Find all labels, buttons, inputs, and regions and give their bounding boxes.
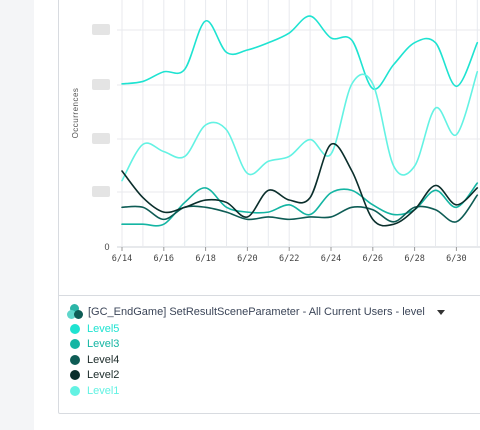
legend-label: Level1 [87, 384, 120, 397]
series-line-level2 [121, 142, 479, 227]
legend-item-level4[interactable]: Level4 [70, 352, 480, 368]
legend-dot [70, 323, 80, 334]
x-tick-label: 6/24 [321, 254, 341, 264]
legend-label: Level5 [87, 322, 120, 335]
legend-label: Level3 [87, 338, 120, 351]
legend-item-level2[interactable]: Level2 [70, 368, 480, 384]
x-tick-label: 6/20 [237, 254, 257, 264]
cluster-circles-icon [67, 304, 83, 320]
caret-down-icon[interactable] [436, 309, 445, 315]
legend: [GC_EndGame] SetResultSceneParameter - A… [67, 303, 480, 399]
redacted-tick-label [92, 186, 110, 197]
y-tick-label: 0 [104, 242, 109, 252]
x-tick-label: 6/28 [404, 254, 424, 264]
y-axis-label: Occurrences [71, 88, 80, 139]
legend-dot [70, 339, 80, 350]
redacted-tick-label [92, 133, 110, 144]
x-tick-label: 6/16 [154, 254, 174, 264]
x-tick-label: 6/30 [446, 254, 466, 264]
line-chart: 0 Occurrences 6/14 6/16 6/18 6/20 6/22 6/24 6/26… [71, 0, 480, 264]
series-line-level1 [121, 70, 479, 182]
legend-label: Level4 [87, 353, 120, 366]
chart-card: 0 Occurrences 6/14 6/16 6/18 6/20 6/22 6/24 6/26… [58, 0, 480, 414]
series-line-level3 [121, 182, 479, 227]
legend-item-level5[interactable]: Level5 [70, 321, 480, 337]
legend-label: Level2 [87, 369, 120, 382]
left-gutter [0, 0, 34, 430]
x-tick-label: 6/18 [195, 254, 215, 264]
legend-title: [GC_EndGame] SetResultSceneParameter - A… [88, 306, 425, 318]
x-tick-label: 6/14 [112, 254, 132, 264]
chart-area: 0 Occurrences 6/14 6/16 6/18 6/20 6/22 6/24 6/26… [59, 0, 480, 296]
series-line-level5 [121, 15, 479, 90]
redacted-tick-label [92, 24, 110, 35]
x-tick-label: 6/26 [363, 254, 383, 264]
legend-dot [70, 370, 80, 381]
legend-item-level3[interactable]: Level3 [70, 337, 480, 353]
x-tick-label: 6/22 [279, 254, 299, 264]
legend-dot [70, 385, 80, 396]
legend-dot [70, 354, 80, 365]
redacted-tick-label [92, 79, 110, 90]
legend-header[interactable]: [GC_EndGame] SetResultSceneParameter - A… [67, 303, 480, 321]
legend-item-level1[interactable]: Level1 [70, 383, 480, 399]
